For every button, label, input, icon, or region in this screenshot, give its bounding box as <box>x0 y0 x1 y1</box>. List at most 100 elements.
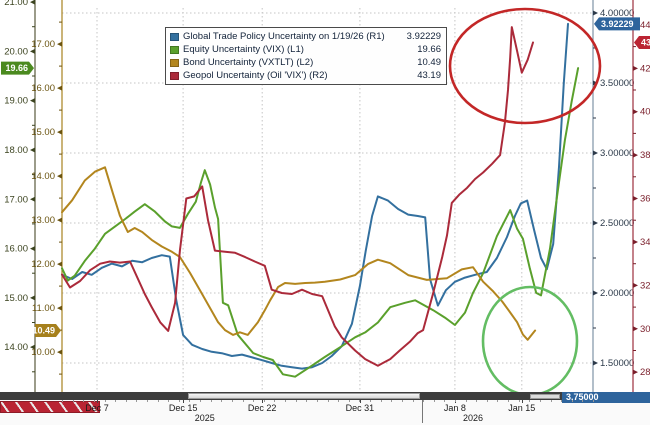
minor-date-tick <box>539 400 541 402</box>
date-label: Dec 15 <box>168 403 198 413</box>
tick-label-L2: 10.00 <box>31 347 55 358</box>
minor-date-tick <box>508 400 509 402</box>
year-separator-tick <box>422 400 423 423</box>
tick-label-L2: 17.00 <box>31 39 55 50</box>
legend-row: Equity Uncertainty (VIX) (L1) 19.66 <box>170 43 441 56</box>
horizontal-scrollbar-thumb[interactable] <box>188 393 420 399</box>
tick-arrow-L1 <box>30 147 35 153</box>
tick-label-L1: 19.00 <box>4 96 28 107</box>
tick-arrow-L2 <box>57 217 62 223</box>
minor-date-tick <box>168 400 170 402</box>
tick-arrow-R2 <box>633 369 638 375</box>
minor-date-tick <box>285 400 286 402</box>
tick-arrow-R1 <box>593 290 598 296</box>
minor-date-tick <box>486 400 488 402</box>
minor-date-tick <box>62 400 63 402</box>
minor-date-tick <box>497 400 499 402</box>
tick-label-L1: 15.00 <box>4 293 28 304</box>
minor-date-tick <box>348 400 350 402</box>
minor-date-tick <box>454 400 456 402</box>
tick-label-R1: 2.50000 <box>600 218 634 229</box>
minor-date-tick <box>338 400 340 402</box>
tick-arrow-L1 <box>30 0 35 5</box>
tick-label-L2: 13.00 <box>31 215 55 226</box>
legend-value: 19.66 <box>417 44 441 55</box>
tick-arrow-L1 <box>30 98 35 104</box>
tick-arrow-L2 <box>57 261 62 267</box>
tick-label-R1: 2.00000 <box>600 288 634 299</box>
minor-date-tick <box>423 400 425 402</box>
tick-arrow-R1 <box>593 220 598 226</box>
minor-date-tick <box>401 400 403 402</box>
minor-date-tick <box>115 400 117 402</box>
minor-date-tick <box>529 400 531 402</box>
tick-label-L2: 15.00 <box>31 127 55 138</box>
tick-arrow-R1 <box>593 360 598 366</box>
legend-label: Global Trade Policy Uncertainty on 1/19/… <box>183 31 385 42</box>
tick-label-L2: 12.00 <box>31 259 55 270</box>
tick-label-L1: 18.00 <box>4 145 28 156</box>
tick-arrow-L2 <box>57 173 62 179</box>
legend-label: Bond Uncertainty (VXTLT) (L2) <box>183 57 314 68</box>
legend-row: Bond Uncertainty (VXTLT) (L2) 10.49 <box>170 56 441 69</box>
tick-label-L2: 14.00 <box>31 171 55 182</box>
minor-date-tick <box>221 400 223 402</box>
date-tick <box>183 400 185 403</box>
legend-value: 10.49 <box>417 57 441 68</box>
tick-arrow-L2 <box>57 85 62 91</box>
tick-arrow-L1 <box>30 295 35 301</box>
tracker-value-badge: 3.75000 <box>562 392 650 403</box>
minor-date-tick <box>93 400 95 402</box>
tick-arrow-R2 <box>633 239 638 245</box>
tick-label-R2: 40.00 <box>640 107 650 118</box>
minor-date-tick <box>370 400 371 402</box>
minor-date-tick <box>189 400 191 402</box>
tick-label-L2: 11.00 <box>32 303 55 314</box>
red-hatched-stamp <box>0 401 100 413</box>
value-badge-label-L1: 19.66 <box>5 63 28 73</box>
tick-label-L1: 17.00 <box>4 194 28 205</box>
tick-arrow-R1 <box>593 10 598 16</box>
tick-arrow-L1 <box>30 246 35 252</box>
legend-swatch-icon <box>170 71 179 80</box>
tick-label-R2: 28.00 <box>640 367 650 378</box>
value-badge-R1 <box>594 17 640 31</box>
tick-label-R2: 38.00 <box>640 150 650 161</box>
tick-label-R1: 1.50000 <box>600 358 634 369</box>
minor-date-tick <box>295 400 297 402</box>
date-tick <box>359 400 361 403</box>
minor-date-tick <box>444 400 446 402</box>
tick-arrow-R2 <box>633 109 638 115</box>
horizontal-scrollbar-nub[interactable] <box>530 394 560 399</box>
minor-date-tick <box>327 400 329 402</box>
legend-swatch-icon <box>170 32 179 41</box>
date-label: Jan 15 <box>508 403 536 413</box>
tick-arrow-L2 <box>57 305 62 311</box>
series-line-2 <box>61 166 537 341</box>
tick-label-L2: 16.00 <box>31 83 55 94</box>
tick-arrow-L1 <box>30 344 35 350</box>
tick-arrow-L1 <box>30 48 35 54</box>
minor-date-tick <box>582 400 584 402</box>
minor-date-tick <box>316 400 318 402</box>
legend-row: Geopol Uncertainty (Oil 'VIX') (R2) 43.19 <box>170 69 441 82</box>
minor-date-tick <box>242 400 244 402</box>
minor-date-tick <box>412 400 414 402</box>
minor-date-tick <box>380 400 382 402</box>
highlight-circle-top <box>448 7 602 125</box>
date-tick <box>97 400 98 403</box>
year-label: 2026 <box>462 413 484 423</box>
tick-arrow-R2 <box>633 196 638 202</box>
value-badge-L1 <box>1 61 34 75</box>
value-badge-label-R2: 43.19 <box>641 38 650 48</box>
highlight-circle-bottom <box>481 285 579 397</box>
date-tick <box>521 400 523 403</box>
tick-label-L1: 21.00 <box>4 0 28 8</box>
minor-date-tick <box>157 400 159 402</box>
minor-date-tick <box>274 400 276 402</box>
tick-label-R1: 4.00000 <box>600 8 634 19</box>
minor-date-tick <box>518 400 520 402</box>
minor-date-tick <box>359 400 361 402</box>
minor-date-tick <box>306 400 308 402</box>
tick-label-L1: 16.00 <box>4 244 28 255</box>
